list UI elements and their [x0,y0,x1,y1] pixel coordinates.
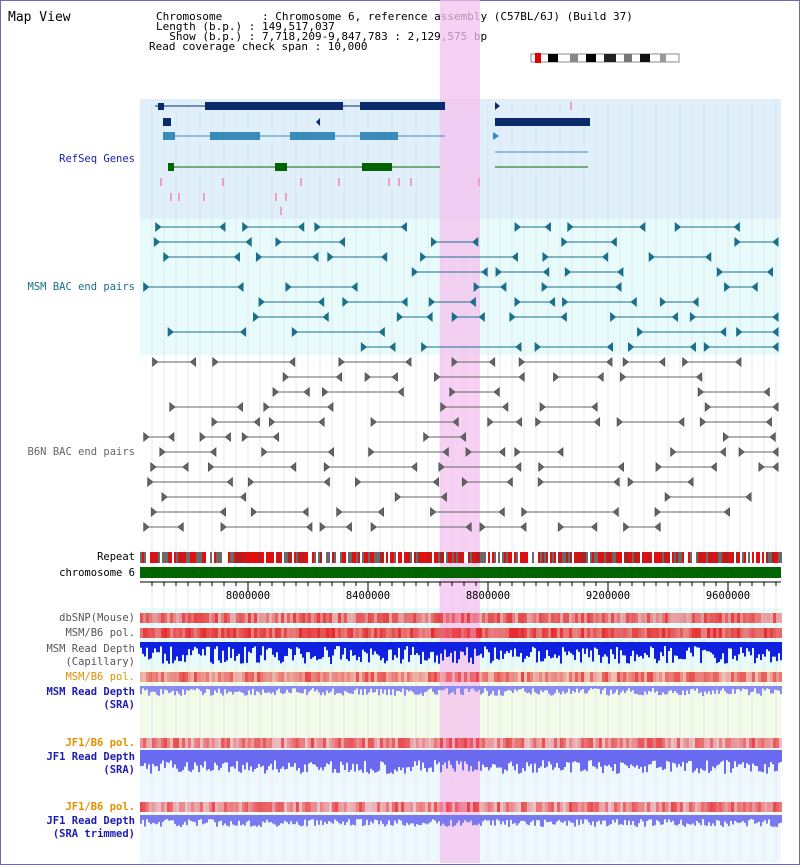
track-label-msm-depth-cap-2: (Capillary) [65,656,135,668]
chromosome-bar[interactable] [140,567,781,578]
track-label-jf1-depth-sra-2: (SRA) [103,764,135,776]
selection-highlight[interactable] [440,0,480,863]
track-label-msm-depth-sra-2: (SRA) [103,699,135,711]
chromosome-ideogram[interactable] [530,53,680,63]
track-label-b6n-bac[interactable]: B6N BAC end pairs [27,446,135,458]
coverage-span-info: Read coverage check span : 10,000 [149,40,368,53]
repeat-track[interactable] [140,552,782,563]
map-view-title: Map View [8,10,71,25]
grid-lines [151,99,777,860]
show-range-info: Show (b.p.) : 7,718,209-9,847,783 : 2,12… [156,30,488,43]
axis-label-9600000: 9600000 [706,590,750,602]
read-depth-tracks[interactable] [140,642,782,827]
track-label-jf1-b6-pol-1[interactable]: JF1/B6 pol. [65,737,135,749]
track-label-refseq[interactable]: RefSeq Genes [59,153,135,165]
refseq-genes[interactable] [155,102,590,171]
track-label-jf1-depth-trim-1[interactable]: JF1 Read Depth [46,815,135,827]
track-label-msm-b6-pol-1[interactable]: MSM/B6 pol. [65,627,135,639]
position-axis: 8000000 8400000 8800000 9200000 9600000 [140,581,781,602]
axis-label-8400000: 8400000 [346,590,390,602]
track-label-chromosome[interactable]: chromosome 6 [59,567,135,579]
track-label-msm-b6-pol-2[interactable]: MSM/B6 pol. [65,671,135,683]
length-info: Length (b.p.) : 149,517,037 [156,20,335,33]
axis-label-8000000: 8000000 [226,590,270,602]
polymorphism-strips[interactable] [140,613,782,812]
track-label-msm-depth-cap-1[interactable]: MSM Read Depth [46,643,135,655]
track-label-msm-depth-sra-1[interactable]: MSM Read Depth [46,686,135,698]
axis-label-8800000: 8800000 [466,590,510,602]
refseq-pink-marks [160,102,572,215]
axis-label-9200000: 9200000 [586,590,630,602]
track-label-jf1-depth-sra-1[interactable]: JF1 Read Depth [46,751,135,763]
track-label-msm-bac[interactable]: MSM BAC end pairs [27,281,135,293]
track-label-jf1-depth-trim-2: (SRA trimmed) [52,828,135,840]
track-label-jf1-b6-pol-2[interactable]: JF1/B6 pol. [65,801,135,813]
track-label-repeat[interactable]: Repeat [97,551,135,563]
msm-bac-pairs[interactable] [143,221,779,353]
b6n-bac-pairs[interactable] [143,356,779,533]
track-label-dbsnp[interactable]: dbSNP(Mouse) [59,612,135,624]
